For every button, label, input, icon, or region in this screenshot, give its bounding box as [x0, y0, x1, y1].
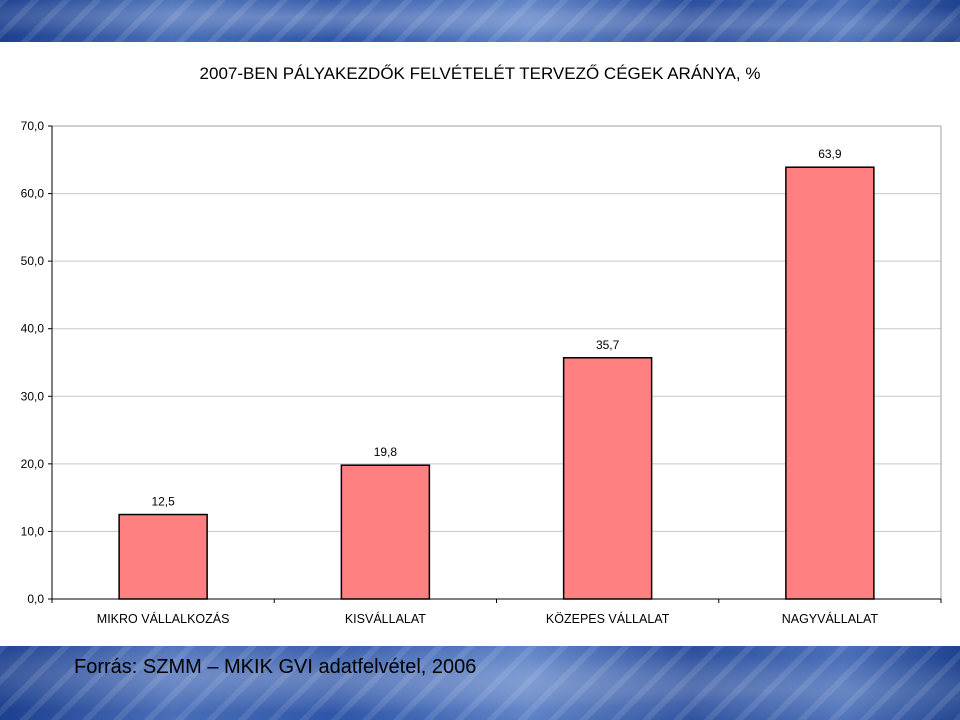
- y-tick-label: 50,0: [21, 254, 45, 268]
- data-label: 19,8: [374, 445, 398, 459]
- top-decorative-band: [0, 0, 960, 42]
- bottom-decorative-band: [0, 646, 960, 720]
- x-category-label: KÖZEPES VÁLLALAT: [546, 611, 670, 626]
- y-tick-label: 20,0: [21, 457, 45, 471]
- y-tick-label: 0,0: [27, 592, 44, 606]
- y-tick-label: 40,0: [21, 322, 45, 336]
- chart-title: 2007-BEN PÁLYAKEZDŐK FELVÉTELÉT TERVEZŐ …: [199, 64, 761, 83]
- source-note: Forrás: SZMM – MKIK GVI adatfelvétel, 20…: [74, 656, 477, 678]
- bar: [785, 166, 875, 600]
- y-tick-label: 10,0: [21, 524, 45, 538]
- data-label: 63,9: [818, 147, 842, 161]
- y-tick-label: 30,0: [21, 389, 45, 403]
- bar-chart: 0,0 10,0 20,0 30,0 40,0 50,0 60,0 70,0 12,5 MIKRO…: [21, 119, 942, 626]
- x-category-label: KISVÁLLALAT: [345, 611, 426, 626]
- y-tick-label: 70,0: [21, 119, 45, 133]
- data-label: 12,5: [151, 495, 175, 509]
- bar: [340, 464, 431, 600]
- x-category-label: MIKRO VÁLLALKOZÁS: [97, 611, 230, 626]
- bar: [562, 357, 653, 600]
- bar: [118, 513, 208, 600]
- y-tick-label: 60,0: [21, 187, 45, 201]
- x-category-label: NAGYVÁLLALAT: [782, 611, 879, 626]
- data-label: 35,7: [596, 338, 620, 352]
